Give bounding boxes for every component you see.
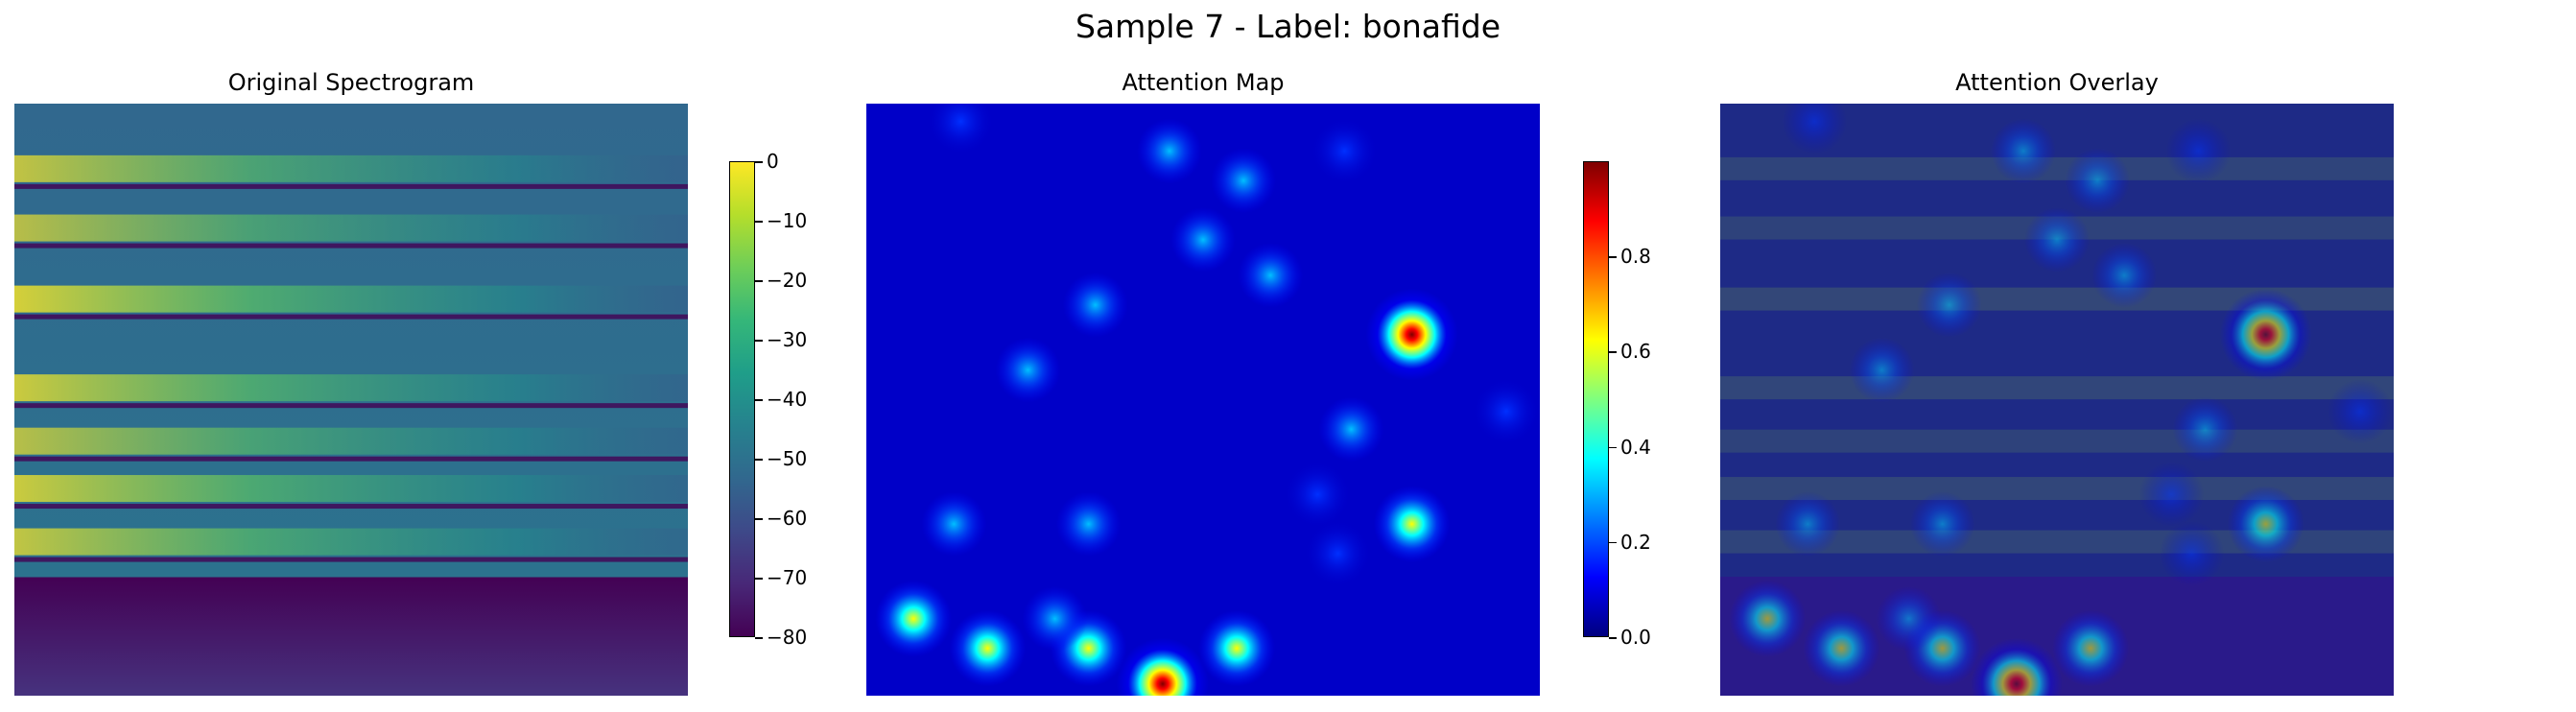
spectrogram-band-6 — [14, 528, 688, 556]
colorbar-tick-label: 0.6 — [1620, 340, 1651, 364]
overlay-peak-0 — [2219, 288, 2312, 381]
overlay-peak-9 — [1775, 491, 1841, 558]
attention-map-svg — [866, 104, 1540, 696]
attention-peak-9 — [921, 491, 987, 558]
spectrogram-band-3 — [14, 374, 688, 402]
overlay-band-0 — [1720, 156, 2394, 180]
attention-peak-16 — [1055, 491, 1122, 558]
colorbar-tick-label: 0.2 — [1620, 530, 1651, 554]
colorbar-tick-label: 0.8 — [1620, 245, 1651, 269]
attention-peaks — [875, 104, 1539, 696]
colorbar-tickmark — [755, 221, 763, 223]
overlay-peak-13 — [2092, 242, 2158, 308]
overlay-peak-2 — [2227, 486, 2304, 563]
colorbar-tickmark — [755, 459, 763, 461]
overlay-peak-21 — [2327, 378, 2393, 444]
overlay-peak-5 — [2052, 609, 2130, 687]
attention-peak-21 — [1473, 378, 1539, 444]
colorbar-tick-label: −60 — [767, 507, 808, 530]
overlay-peak-11 — [2065, 148, 2131, 214]
overlay-peak-1 — [1970, 637, 2063, 696]
overlay-title: Attention Overlay — [1955, 69, 2159, 96]
colorbar-tickmark — [755, 518, 763, 520]
spectrogram-band-5 — [14, 475, 688, 503]
attention-peak-15 — [995, 337, 1061, 403]
attention-peak-5 — [1198, 609, 1276, 687]
attention-peak-13 — [1238, 242, 1304, 308]
overlay-peak-7 — [1876, 585, 1942, 652]
colorbar-tickmark — [755, 399, 763, 401]
spectrogram-band-1 — [14, 214, 688, 242]
overlay-peak-3 — [1803, 609, 1880, 687]
colorbar-tick-label: −70 — [767, 566, 808, 589]
spectrogram-band-2 — [14, 285, 688, 313]
spectrogram-colorbar — [729, 161, 755, 637]
colorbar-tickmark — [755, 161, 763, 163]
overlay-peak-17 — [2139, 462, 2205, 528]
overlay-peak-19 — [1782, 104, 1848, 154]
attention-peak-14 — [1136, 118, 1202, 184]
attention-peak-3 — [949, 609, 1027, 687]
figure-title: Sample 7 - Label: bonafide — [1075, 8, 1501, 45]
colorbar-tickmark — [755, 340, 763, 342]
colorbar-tickmark — [1609, 637, 1617, 639]
attention-map-title: Attention Map — [1122, 69, 1285, 96]
colorbar-tickmark — [1609, 351, 1617, 353]
colorbar-tickmark — [1609, 541, 1617, 544]
overlay-peak-10 — [1916, 272, 1982, 338]
overlay-peak-18 — [2159, 520, 2225, 586]
attention-peak-1 — [1116, 637, 1209, 696]
overlay-peak-16 — [1909, 491, 1975, 558]
spectrogram-band-4 — [14, 427, 688, 455]
colorbar-tickmark — [1609, 256, 1617, 258]
spectrogram-bands — [14, 154, 688, 562]
colorbar-tick-label: −10 — [767, 209, 808, 232]
colorbar-tick-label: −80 — [767, 626, 808, 649]
colorbar-tick-label: 0.0 — [1620, 626, 1651, 649]
overlay-band-3 — [1720, 376, 2394, 400]
attention-peak-0 — [1365, 288, 1458, 381]
attention-peak-11 — [1211, 148, 1277, 214]
spectrogram-band-0 — [14, 154, 688, 182]
attention-peak-6 — [875, 580, 953, 657]
overlay-peak-12 — [2172, 396, 2238, 463]
spectrogram-image — [14, 104, 688, 696]
attention-peak-12 — [1318, 396, 1384, 463]
attention-peak-7 — [1022, 585, 1088, 652]
overlay-peak-20 — [2165, 118, 2232, 184]
colorbar-tick-label: 0.4 — [1620, 435, 1651, 459]
colorbar-tick-label: −30 — [767, 328, 808, 351]
overlay-peaks — [1729, 104, 2393, 696]
colorbar-tick-label: 0 — [767, 150, 779, 173]
spectrogram-title: Original Spectrogram — [227, 69, 475, 96]
colorbar-tickmark — [755, 280, 763, 282]
overlay-peak-8 — [2024, 206, 2090, 273]
overlay-band-4 — [1720, 429, 2394, 453]
colorbar-tickmark — [755, 578, 763, 580]
overlay-peak-14 — [1990, 118, 2056, 184]
attention-peak-20 — [1312, 118, 1378, 184]
attention-peak-2 — [1373, 486, 1451, 563]
attention-peak-8 — [1170, 206, 1236, 273]
attention-map-image — [866, 104, 1540, 696]
colorbar-tick-label: −20 — [767, 269, 808, 292]
overlay-peak-6 — [1729, 580, 1807, 657]
colorbar-tickmark — [755, 637, 763, 639]
colorbar-tick-label: −40 — [767, 388, 808, 411]
overlay-svg — [1720, 104, 2394, 696]
colorbar-tick-label: −50 — [767, 447, 808, 470]
overlay-image — [1720, 104, 2394, 696]
attention-peak-17 — [1285, 462, 1351, 528]
attention-peak-19 — [928, 104, 994, 154]
attention-colorbar — [1583, 161, 1609, 637]
overlay-peak-15 — [1849, 337, 1915, 403]
spectrogram-svg — [14, 104, 688, 696]
colorbar-tickmark — [1609, 446, 1617, 449]
attention-peak-10 — [1062, 272, 1128, 338]
attention-peak-18 — [1305, 520, 1371, 586]
